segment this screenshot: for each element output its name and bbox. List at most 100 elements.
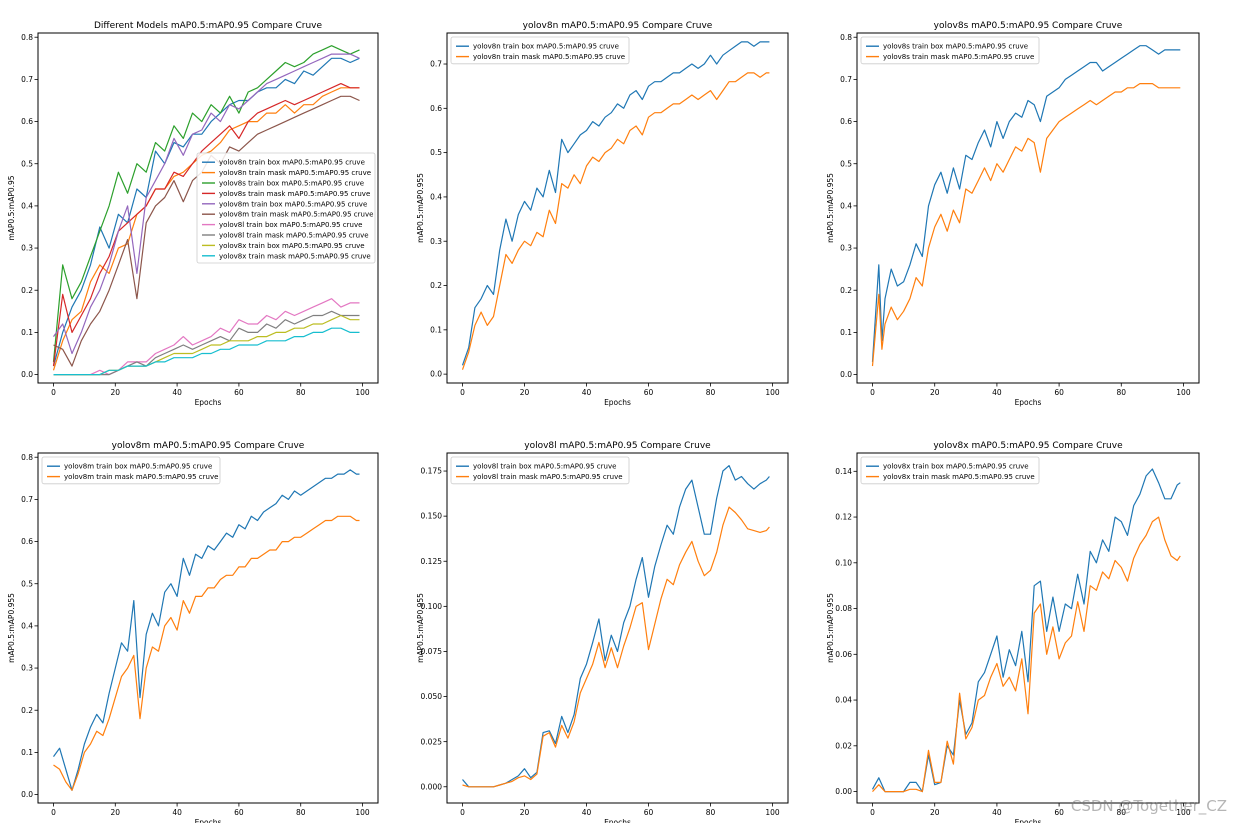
legend-label-5: yolov8m train mask mAP0.5:mAP0.95 cruve [219, 211, 373, 219]
series-line-0 [52, 57, 360, 367]
x-tick-label: 100 [355, 388, 370, 397]
x-tick-label: 20 [110, 388, 120, 397]
x-tick-label: 80 [706, 388, 716, 397]
y-tick-label: 0.000 [421, 782, 443, 791]
legend-label-1: yolov8m train mask mAP0.5:mAP0.95 cruve [64, 473, 218, 481]
x-tick-label: 100 [765, 808, 780, 817]
legend-label-1: yolov8n train mask mAP0.5:mAP0.95 cruve [219, 169, 371, 177]
chart-title: yolov8x mAP0.5:mAP0.95 Compare Cruve [933, 441, 1123, 451]
x-tick-label: 80 [296, 388, 306, 397]
x-tick-label: 60 [1054, 388, 1064, 397]
y-tick-label: 0.5 [840, 159, 852, 168]
legend-label-1: yolov8s train mask mAP0.5:mAP0.95 cruve [883, 53, 1034, 61]
y-tick-label: 0.1 [21, 748, 33, 757]
y-tick-label: 0.06 [835, 650, 852, 659]
y-tick-label: 0.4 [840, 201, 852, 210]
legend: yolov8s train box mAP0.5:mAP0.95 cruve yo… [860, 36, 1040, 65]
chart-panel-all-models: Different Models mAP0.5:mAP0.95 Compare … [7, 21, 379, 407]
y-tick-label: 0.02 [835, 741, 852, 750]
x-tick-label: 100 [765, 388, 780, 397]
legend-label-0: yolov8l train box mAP0.5:mAP0.95 cruve [473, 463, 616, 471]
legend-label-0: yolov8x train box mAP0.5:mAP0.95 cruve [883, 463, 1029, 471]
y-tick-label: 0.050 [421, 692, 443, 701]
x-tick-label: 80 [296, 808, 306, 817]
y-tick-label: 0.4 [21, 201, 33, 210]
series-line-0 [462, 465, 770, 788]
legend-box [196, 152, 376, 264]
y-tick-label: 0.3 [21, 244, 33, 253]
y-tick-label: 0.1 [840, 328, 852, 337]
legend-box [41, 456, 221, 485]
y-tick-label: 0.08 [835, 604, 852, 613]
y-tick-label: 0.12 [835, 513, 852, 522]
y-tick-label: 0.2 [21, 706, 33, 715]
chart-title: yolov8n mAP0.5:mAP0.95 Compare Cruve [523, 21, 713, 31]
x-tick-label: 40 [582, 808, 592, 817]
y-tick-label: 0.075 [421, 647, 443, 656]
x-tick-label: 100 [1176, 388, 1191, 397]
y-tick-label: 0.4 [430, 193, 442, 202]
series-line-9 [53, 327, 360, 376]
x-tick-label: 60 [644, 388, 654, 397]
series-line-1 [53, 515, 360, 791]
y-tick-label: 0.0 [840, 370, 852, 379]
y-tick-label: 0.100 [421, 602, 443, 611]
legend-label-0: yolov8n train box mAP0.5:mAP0.95 cruve [473, 43, 619, 51]
y-tick-label: 0.14 [835, 467, 852, 476]
y-tick-label: 0.7 [430, 60, 442, 69]
y-axis-label: mAP0.5:mAP0.955 [826, 593, 835, 663]
x-tick-label: 100 [1176, 808, 1191, 817]
x-tick-label: 60 [644, 808, 654, 817]
plot-frame [37, 452, 379, 804]
x-tick-label: 0 [460, 388, 465, 397]
legend-label-3: yolov8s train mask mAP0.5:mAP0.95 cruve [219, 190, 370, 198]
series-line-0 [871, 468, 1181, 793]
y-tick-label: 0.7 [840, 75, 852, 84]
x-tick-label: 40 [582, 388, 592, 397]
y-axis-label: mAP0.5:mAP0.955 [7, 593, 16, 663]
x-tick-label: 20 [930, 388, 940, 397]
watermark: CSDN @Together_CZ [1070, 797, 1227, 815]
y-axis-label: mAP0.5:mAP0.95 [7, 175, 16, 240]
x-tick-label: 100 [355, 808, 370, 817]
series-line-1 [461, 72, 770, 370]
series-line-4 [53, 53, 360, 355]
y-tick-label: 0.5 [21, 159, 33, 168]
x-tick-label: 40 [992, 808, 1002, 817]
y-tick-label: 0.125 [421, 557, 443, 566]
x-tick-label: 20 [930, 808, 940, 817]
y-tick-label: 0.2 [21, 286, 33, 295]
x-tick-label: 80 [1116, 808, 1126, 817]
chart-panel-yolov8s: yolov8s mAP0.5:mAP0.95 Compare Cruve 0 20 4… [826, 21, 1200, 407]
legend-label-9: yolov8x train mask mAP0.5:mAP0.95 cruve [219, 252, 371, 260]
y-tick-label: 0.5 [21, 579, 33, 588]
series-line-6 [53, 298, 360, 376]
y-tick-label: 0.6 [21, 117, 33, 126]
legend-label-1: yolov8n train mask mAP0.5:mAP0.95 cruve [473, 53, 625, 61]
y-tick-label: 0.1 [430, 325, 442, 334]
legend-box [860, 456, 1040, 485]
chart-panel-yolov8n: yolov8n mAP0.5:mAP0.95 Compare Cruve 0 20 4… [416, 21, 789, 407]
plot-frame [446, 32, 789, 384]
legend-label-1: yolov8l train mask mAP0.5:mAP0.95 cruve [473, 473, 623, 481]
series-line-1 [871, 82, 1181, 367]
chart-panel-yolov8m: yolov8m mAP0.5:mAP0.95 Compare Cruve 0 20 4… [7, 441, 379, 823]
legend: yolov8l train box mAP0.5:mAP0.95 cruve yo… [450, 456, 630, 485]
x-tick-label: 80 [1116, 388, 1126, 397]
plot-frame [856, 452, 1200, 804]
chart-panel-yolov8l: yolov8l mAP0.5:mAP0.95 Compare Cruve 0 20 4… [416, 441, 789, 823]
x-tick-label: 40 [992, 388, 1002, 397]
legend-box [450, 36, 630, 65]
y-tick-label: 0.7 [21, 75, 33, 84]
y-tick-label: 0.3 [21, 664, 33, 673]
y-tick-label: 0.0 [430, 370, 442, 379]
chart-title: yolov8s mAP0.5:mAP0.95 Compare Cruve [934, 21, 1123, 31]
legend-label-6: yolov8l train box mAP0.5:mAP0.95 cruve [219, 221, 362, 229]
series-line-0 [871, 45, 1181, 362]
y-tick-label: 0.150 [421, 512, 443, 521]
y-tick-label: 0.175 [421, 467, 443, 476]
y-tick-label: 0.5 [430, 148, 442, 157]
legend-label-1: yolov8x train mask mAP0.5:mAP0.95 cruve [883, 473, 1035, 481]
legend-label-0: yolov8s train box mAP0.5:mAP0.95 cruve [883, 43, 1028, 51]
